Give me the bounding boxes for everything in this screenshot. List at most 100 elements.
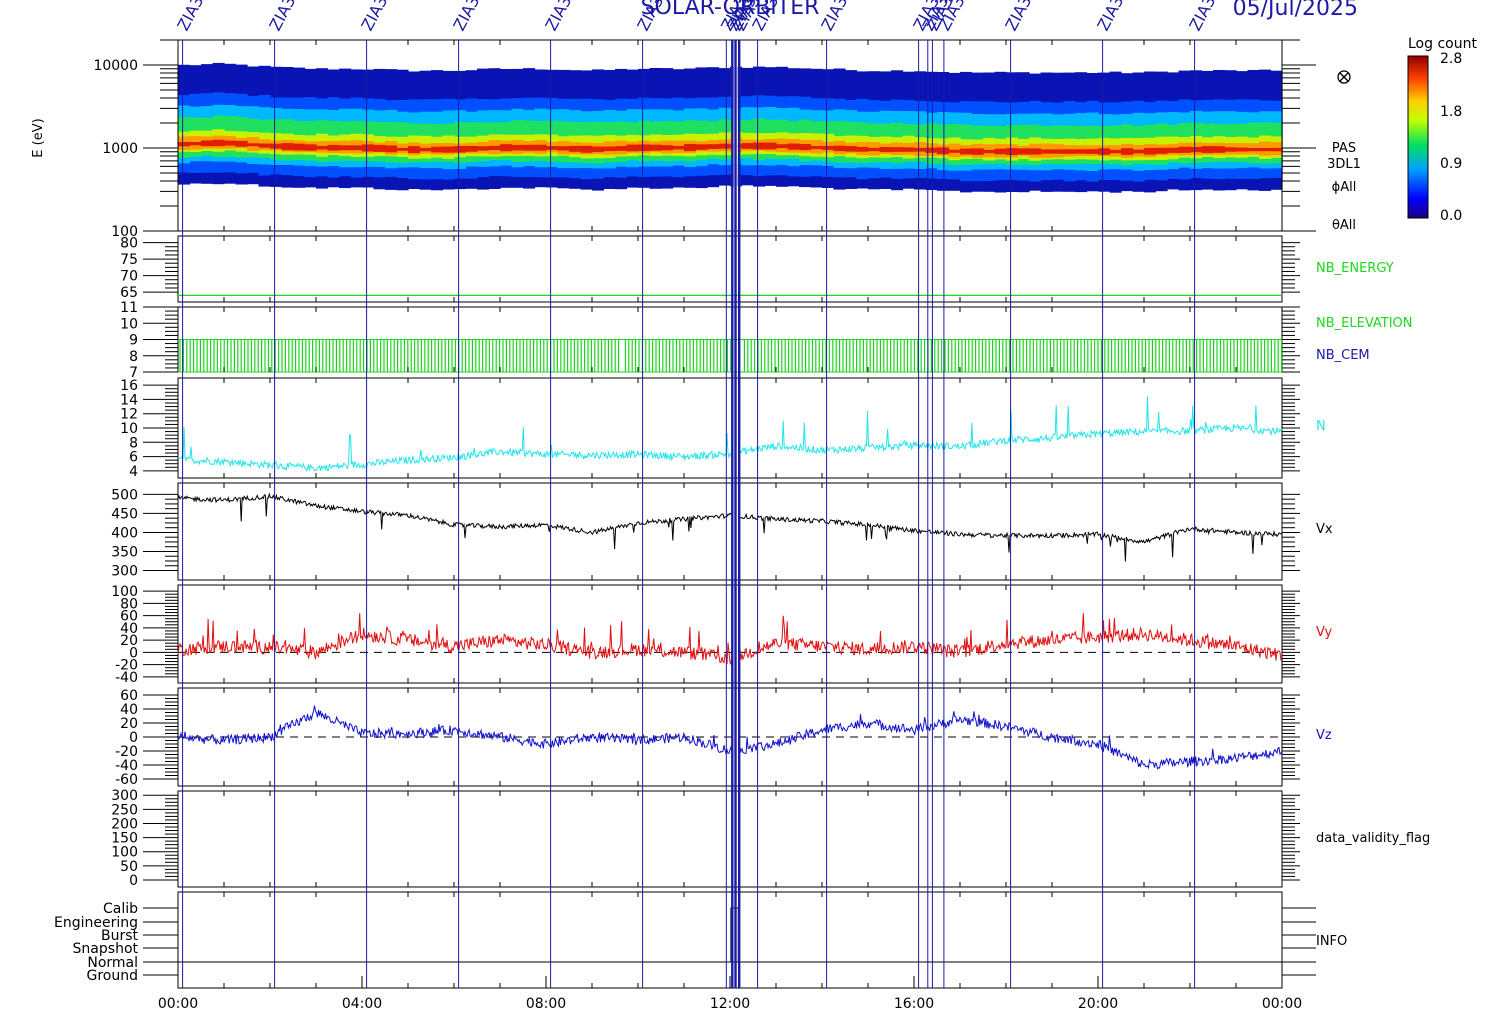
y-tick-label: 300 — [111, 788, 138, 804]
spectrogram-cell — [937, 147, 950, 155]
y-tick-label: 100 — [111, 584, 138, 600]
right-label: 3DL1 — [1327, 157, 1361, 172]
x-tick-label: 08:00 — [526, 996, 566, 1012]
y-tick-label: 40 — [120, 621, 138, 637]
spectrogram-cell — [592, 146, 605, 153]
spectrogram-cell — [373, 144, 386, 152]
y-tick-label: Calib — [103, 901, 138, 917]
x-tick-label: 12:00 — [710, 996, 750, 1012]
spectrogram-cell — [776, 144, 789, 149]
event-label: ZIA3 — [449, 0, 483, 34]
spectrogram-cell — [833, 145, 846, 152]
colorbar-tick: 0.0 — [1440, 208, 1462, 224]
x-tick-label: 16:00 — [894, 996, 934, 1012]
series-line-vx — [177, 492, 1283, 562]
event-label: ZIA3 — [173, 0, 207, 34]
spectrogram-cell — [1144, 147, 1157, 155]
colorbar-tick: 1.8 — [1440, 104, 1462, 120]
y-tick-label: 10 — [120, 316, 138, 332]
spectrogram-cell — [1121, 148, 1134, 155]
spectrogram-cell — [603, 146, 616, 152]
y-tick-label: 450 — [111, 506, 138, 522]
spectrogram-cell — [810, 146, 823, 150]
spectrogram-cell — [431, 146, 444, 153]
series-line-vy — [177, 612, 1283, 666]
spectrogram-cell — [1040, 149, 1053, 154]
y-tick-label: Engineering — [54, 915, 138, 931]
spectrogram-cell — [1224, 147, 1237, 152]
nb-elevation-bars — [179, 339, 1283, 372]
y-tick-label: 1000 — [102, 141, 138, 157]
spectrogram-cell — [1213, 146, 1226, 153]
y-tick-label: 8 — [129, 435, 138, 451]
spectrogram-cell — [822, 145, 835, 150]
y-tick-label: 75 — [120, 252, 138, 268]
spectrogram-cell — [339, 145, 352, 151]
spectrogram-cell — [707, 144, 720, 149]
spectrogram-cell — [1029, 148, 1042, 155]
y-tick-label: 0 — [129, 873, 138, 889]
series-line-n — [177, 396, 1283, 472]
x-tick-label: 04:00 — [342, 996, 382, 1012]
spectrogram-cell — [477, 146, 490, 151]
y-tick-label: -60 — [115, 772, 138, 788]
spectrogram-cell — [672, 146, 685, 150]
y-tick-label: 9 — [129, 333, 138, 349]
event-label: ZIA3 — [817, 0, 851, 34]
spectrogram-cell — [741, 143, 754, 149]
spectrogram-cell — [753, 142, 766, 150]
y-tick-label: 12 — [120, 407, 138, 423]
event-label: ZIA3 — [1093, 0, 1127, 34]
spectrogram-cell — [189, 142, 202, 146]
spectrogram-cell — [281, 143, 294, 151]
spectrogram-cell — [638, 144, 651, 152]
right-label: ϕAll — [1332, 180, 1357, 195]
spectrogram-cell — [327, 144, 340, 151]
y-tick-label: Normal — [87, 955, 138, 971]
spectrogram-cell — [1178, 146, 1191, 153]
y-tick-label: -40 — [115, 670, 138, 686]
x-tick-label: 00:00 — [158, 996, 198, 1012]
spectrogram-cell — [212, 139, 225, 147]
spectrogram-cell — [511, 144, 524, 151]
spectrogram-cell — [408, 146, 421, 154]
panel-vx: 500 450 400 350 300 Vx — [111, 482, 1333, 581]
right-label: data_validity_flag — [1316, 831, 1430, 846]
spectrogram-cell — [695, 144, 708, 150]
spectrogram-cell — [615, 146, 628, 151]
y-tick-label: 400 — [111, 525, 138, 541]
y-tick-label: 16 — [120, 378, 138, 394]
spectrogram-cell — [1167, 147, 1180, 153]
direction-into-page-icon — [1339, 72, 1349, 82]
spectrogram-cell — [396, 147, 409, 151]
spectrogram-cell — [649, 144, 662, 151]
spectrogram-cell — [1052, 149, 1065, 154]
spectrogram-cell — [718, 143, 731, 149]
spectrogram-cell — [1086, 149, 1099, 154]
right-label: PAS — [1332, 141, 1356, 156]
spectrogram-cell — [983, 149, 996, 154]
spectrogram-cell — [914, 147, 927, 152]
spectrogram-cell — [362, 144, 375, 152]
spectrogram-cell — [1132, 149, 1145, 154]
spectrogram-cell — [316, 145, 329, 150]
y-tick-label: 80 — [120, 236, 138, 252]
spectrogram-cell — [1201, 146, 1214, 154]
y-tick-label: 14 — [120, 392, 138, 408]
right-label: INFO — [1316, 934, 1347, 949]
y-tick-label: 8 — [129, 349, 138, 365]
y-tick-label: 50 — [120, 859, 138, 875]
y-tick-label: 60 — [120, 609, 138, 625]
title-group: SOLAR-ORBITER 05/Jul/2025 — [641, 0, 1358, 21]
spectrogram-cell — [971, 148, 984, 155]
y-tick-label: 200 — [111, 816, 138, 832]
spectrogram-cell — [1270, 147, 1283, 152]
spectrogram-cell — [419, 147, 432, 152]
spectrogram-cell — [684, 144, 697, 152]
spectrogram-cell — [845, 146, 858, 152]
